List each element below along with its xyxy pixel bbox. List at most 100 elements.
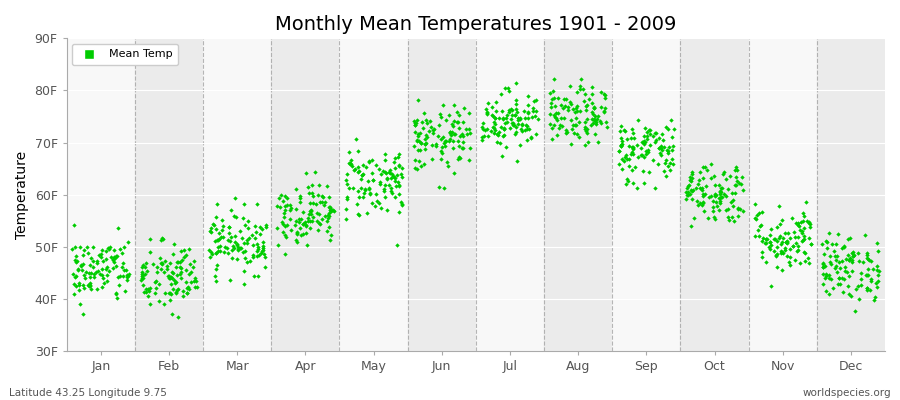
Point (550, 132, 564, 139)
Point (642, 127, 656, 134)
Point (292, 219, 306, 225)
Point (138, 270, 152, 277)
Point (305, 218, 320, 224)
Point (94, 251, 109, 257)
Point (438, 138, 453, 144)
Point (217, 248, 231, 255)
Point (109, 291, 123, 298)
Point (83, 280, 97, 286)
Point (80, 282, 94, 288)
Point (706, 173, 721, 179)
Point (682, 191, 697, 197)
Point (797, 225, 812, 232)
Point (728, 182, 742, 189)
Point (640, 132, 654, 139)
Point (462, 110, 476, 116)
Point (143, 236, 157, 242)
Point (704, 174, 718, 181)
Point (177, 254, 192, 260)
Point (563, 116, 578, 123)
Point (392, 191, 407, 198)
Point (584, 109, 598, 116)
Point (372, 165, 386, 172)
Point (764, 283, 778, 289)
Point (173, 270, 187, 277)
Point (148, 279, 162, 285)
Point (449, 119, 464, 125)
Point (842, 252, 856, 259)
Point (239, 240, 254, 247)
Point (215, 222, 230, 229)
Point (529, 97, 544, 103)
Point (364, 199, 379, 206)
Point (221, 237, 236, 243)
Point (641, 149, 655, 155)
Point (278, 192, 293, 199)
Point (638, 124, 652, 131)
Point (272, 195, 286, 202)
Point (515, 128, 529, 135)
Point (488, 127, 502, 133)
Point (223, 238, 238, 244)
Point (748, 201, 762, 207)
Point (831, 231, 845, 237)
Point (730, 178, 744, 184)
Point (105, 257, 120, 263)
Point (850, 286, 864, 292)
Point (383, 174, 398, 181)
Point (616, 166, 630, 172)
Point (748, 232, 762, 239)
Point (394, 171, 409, 177)
Point (851, 258, 866, 264)
Point (707, 190, 722, 197)
Point (301, 218, 315, 225)
Point (460, 131, 474, 137)
Point (581, 139, 596, 145)
Point (868, 294, 882, 300)
Point (360, 210, 374, 216)
Point (290, 230, 304, 236)
Point (832, 259, 846, 266)
Point (139, 260, 153, 266)
Point (780, 230, 795, 236)
Point (769, 253, 783, 259)
Point (772, 235, 787, 242)
Point (661, 163, 675, 169)
Point (481, 109, 495, 116)
Point (382, 166, 397, 173)
Point (838, 268, 852, 274)
Point (143, 300, 157, 307)
Point (638, 148, 652, 154)
Point (501, 88, 516, 94)
Point (83, 274, 97, 280)
Point (475, 134, 490, 140)
Point (634, 145, 649, 152)
Point (626, 144, 641, 150)
Point (637, 180, 652, 186)
Point (564, 140, 579, 147)
Point (684, 222, 698, 229)
Point (69, 272, 84, 279)
Bar (408, 38, 476, 351)
Point (237, 240, 251, 246)
Point (310, 192, 325, 198)
Point (649, 130, 663, 137)
Point (521, 93, 535, 99)
Point (380, 207, 394, 214)
Point (643, 131, 657, 137)
Point (175, 257, 189, 264)
Point (580, 130, 594, 136)
Point (277, 214, 292, 220)
Point (224, 206, 238, 213)
Point (839, 256, 853, 263)
Point (566, 122, 580, 128)
Point (685, 175, 699, 181)
Point (684, 178, 698, 184)
Point (99, 272, 113, 278)
Point (255, 248, 269, 254)
Point (480, 111, 494, 117)
Point (631, 154, 645, 160)
Point (410, 133, 425, 139)
Point (759, 235, 773, 242)
Point (295, 221, 310, 228)
